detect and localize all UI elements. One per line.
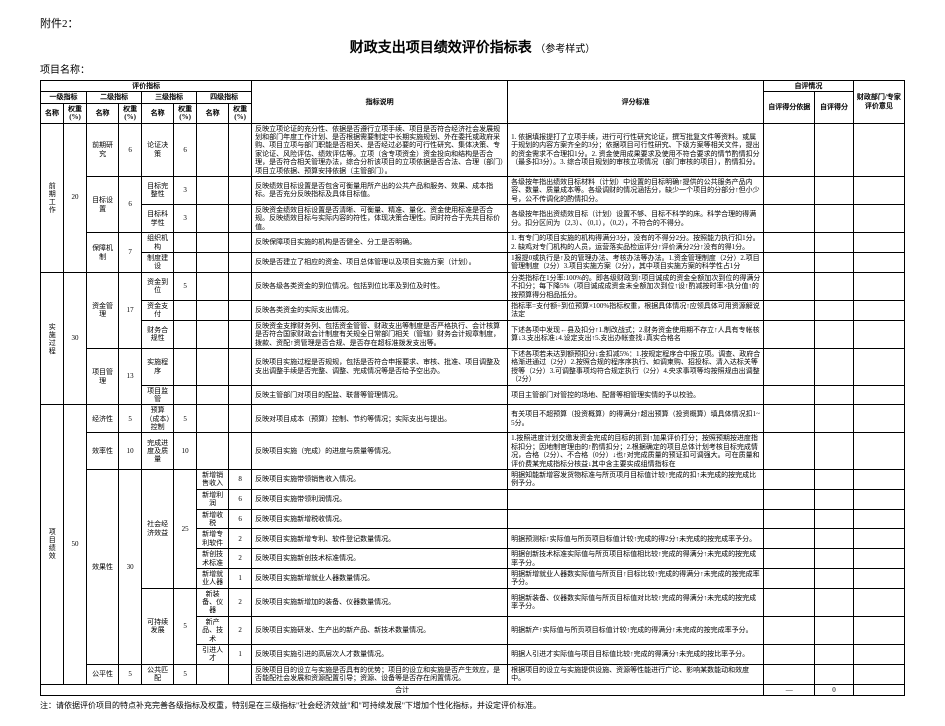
header-self-score: 自评得分依据 <box>764 92 815 123</box>
header-dept: 财政部门/专家评价意见 <box>853 81 904 124</box>
header-l4: 四级指标 <box>197 92 252 103</box>
table-row: 资金支付反映各类资金的实际支出情况。指标率=支付额÷到位预算×100%指标权重，… <box>41 300 905 320</box>
footer-sep: — <box>764 684 815 695</box>
table-row: 财务合规性反映资金支撑财务列、包括资金管管、财政支出等制度是否严格执行、会计核算… <box>41 320 905 348</box>
table-row: 制度建设反映是否建立了相应的资金、项目总体管理以及项目实施方案（计划）。1报提0… <box>41 253 905 273</box>
table-row: 项目管理13实施程序反映项目实施过程是否规规，包括是否符合申报要求、审核、批准、… <box>41 348 905 385</box>
footer-zero: 0 <box>815 684 853 695</box>
footnote: 注：请依据评价项目的特点补充完善各级指标及权重，特别是在三级指标"社会经济效益"… <box>40 700 905 711</box>
header-l1-weight: 权重(%) <box>64 103 87 123</box>
header-l4-weight: 权重(%) <box>229 103 252 123</box>
table-row: 项目监管反映主管部门对项目的配监、联督等管理情况。项目主管部门对管控的场地、配督… <box>41 385 905 405</box>
table-row: 效率性10完成进度及质量10反映项目实施（完成）的进度与质量等情况。1.按照进度… <box>41 433 905 470</box>
attachment-label: 附件2： <box>40 15 905 31</box>
table-row: 可持续发展5新装备、仪器2反映项目实施新增加的装备、仪器数量情况。明据新装备、仪… <box>41 588 905 616</box>
evaluation-table: 评价指标 指标说明 评分标准 自评情况 财政部门/专家评价意见 一级指标 二级指… <box>40 80 905 696</box>
footer-total: 合计 <box>41 684 764 695</box>
table-row: 目标设置6目标完整性3反映绩效目标设置是否包含可衡量用所产出的公共产品和服务、效… <box>41 176 905 204</box>
table-row: 保障机制7组织机构反映保障项目实施的机构是否健全、分工是否明确。1. 有专门的项… <box>41 233 905 253</box>
header-l2-name: 名称 <box>87 103 119 123</box>
header-l2-weight: 权重(%) <box>119 103 142 123</box>
table-row: 公平性5公共匹配5反映项目目的设立与实施是否具有的优势；项目的设立和实施是否产生… <box>41 664 905 684</box>
header-l3-name: 名称 <box>142 103 174 123</box>
header-l3-weight: 权重(%) <box>174 103 197 123</box>
header-l1: 一级指标 <box>41 92 87 103</box>
header-l2: 二级指标 <box>87 92 142 103</box>
header-l1-name: 名称 <box>41 103 64 123</box>
title-sub: （参考样式） <box>535 44 595 55</box>
header-l4-name: 名称 <box>197 103 229 123</box>
table-body: 前期工作20前期研究6论证决策6反映立项论证的充分性、依据是否遵行立项手续、项目… <box>41 123 905 684</box>
table-row: 效果性30社会经济效益25新增销售收入8反映项目实施带领销售收入情况。明据知能新… <box>41 470 905 490</box>
header-self-val: 自评得分 <box>815 92 853 123</box>
title-text: 财政支出项目绩效评价指标表 <box>350 41 532 56</box>
project-name-label: 项目名称： <box>40 61 905 76</box>
header-desc: 指标说明 <box>252 81 508 124</box>
header-l3: 三级指标 <box>142 92 197 103</box>
header-eval-indicator: 评价指标 <box>41 81 252 92</box>
table-row: 实施过程30资金管理17资金到位5反映各级各类资金的到位情况。包括到位比率及到位… <box>41 272 905 300</box>
table-row: 项目绩效50经济性5预算（成本）控制5反映对项目成本（预算）控制、节约等情况；实… <box>41 405 905 433</box>
table-row: 前期工作20前期研究6论证决策6反映立项论证的充分性、依据是否遵行立项手续、项目… <box>41 123 905 176</box>
footer-empty <box>853 684 904 695</box>
page-title: 财政支出项目绩效评价指标表 （参考样式） <box>40 37 905 57</box>
header-self: 自评情况 <box>764 81 854 92</box>
header-std: 评分标准 <box>508 81 764 124</box>
table-row: 目标科学性3反映资金绩效目标设置是否清晰、可衡量、精准、量化、资金使用标准是否合… <box>41 205 905 233</box>
